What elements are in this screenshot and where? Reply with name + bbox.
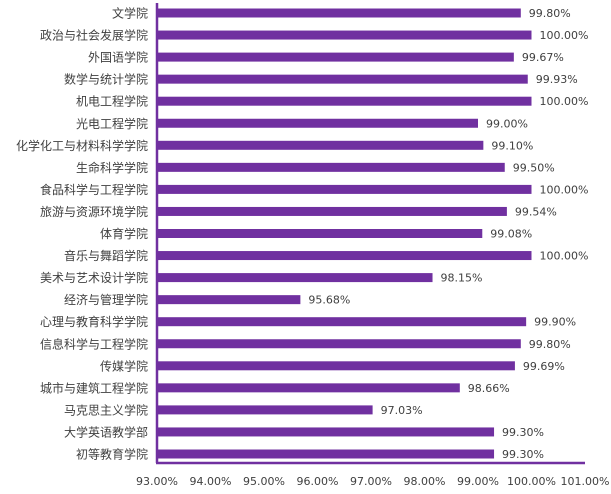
category-label: 食品科学与工程学院 bbox=[40, 182, 148, 197]
category-label: 美术与艺术设计学院 bbox=[40, 270, 148, 285]
category-label: 政治与社会发展学院 bbox=[40, 28, 148, 43]
category-label: 经济与管理学院 bbox=[64, 292, 148, 307]
x-tick-label: 93.00% bbox=[136, 475, 178, 488]
bar bbox=[157, 30, 532, 40]
bar bbox=[157, 251, 532, 261]
bar bbox=[157, 449, 495, 459]
category-label: 初等教育学院 bbox=[76, 447, 148, 462]
bar bbox=[157, 339, 521, 349]
bar bbox=[157, 229, 483, 238]
data-label: 99.67% bbox=[522, 51, 564, 64]
category-label: 数学与统计学院 bbox=[64, 72, 148, 87]
data-label: 100.00% bbox=[540, 183, 589, 196]
data-label: 99.69% bbox=[523, 360, 565, 373]
bar bbox=[157, 96, 532, 106]
bar bbox=[157, 273, 433, 283]
category-label: 大学英语教学部 bbox=[64, 424, 148, 439]
category-label: 马克思主义学院 bbox=[64, 402, 148, 417]
category-label: 机电工程学院 bbox=[76, 94, 148, 109]
data-label: 99.30% bbox=[502, 448, 544, 461]
bar bbox=[157, 74, 528, 84]
data-label: 99.80% bbox=[529, 338, 571, 351]
bar bbox=[157, 405, 373, 415]
category-label: 体育学院 bbox=[100, 226, 148, 241]
category-label: 城市与建筑工程学院 bbox=[40, 380, 148, 395]
bar bbox=[157, 184, 532, 194]
data-label: 99.00% bbox=[486, 117, 528, 130]
data-label: 100.00% bbox=[540, 250, 589, 263]
data-label: 100.00% bbox=[540, 29, 589, 42]
bar bbox=[157, 361, 515, 371]
bar bbox=[157, 118, 478, 128]
data-label: 99.50% bbox=[513, 161, 555, 174]
category-label: 光电工程学院 bbox=[76, 116, 148, 131]
category-label: 生命科学学院 bbox=[76, 160, 148, 175]
category-label: 化学化工与材料科学学院 bbox=[16, 138, 148, 153]
x-tick-label: 96.00% bbox=[297, 475, 339, 488]
bar bbox=[157, 52, 514, 62]
data-label: 97.03% bbox=[381, 404, 423, 417]
data-label: 99.54% bbox=[515, 205, 557, 218]
data-label: 99.30% bbox=[502, 426, 544, 439]
bar bbox=[157, 295, 301, 305]
data-label: 99.08% bbox=[490, 228, 532, 241]
bar bbox=[157, 206, 507, 216]
data-label: 99.80% bbox=[529, 7, 571, 20]
data-label: 98.15% bbox=[441, 272, 483, 285]
category-label: 文学院 bbox=[112, 6, 148, 21]
x-tick-label: 95.00% bbox=[243, 475, 285, 488]
bar bbox=[157, 8, 521, 18]
category-label: 旅游与资源环境学院 bbox=[40, 204, 148, 219]
bar bbox=[157, 317, 527, 327]
category-label: 传媒学院 bbox=[100, 358, 148, 373]
x-tick-label: 94.00% bbox=[190, 475, 232, 488]
bar bbox=[157, 140, 484, 150]
bar bbox=[157, 383, 460, 393]
x-tick-label: 100.00% bbox=[507, 475, 556, 488]
data-label: 100.00% bbox=[540, 95, 589, 108]
category-label: 心理与教育科学学院 bbox=[40, 314, 148, 329]
data-label: 95.68% bbox=[308, 294, 350, 307]
bar bbox=[157, 162, 505, 172]
data-label: 99.10% bbox=[491, 139, 533, 152]
data-label: 98.66% bbox=[468, 382, 510, 395]
data-label: 99.93% bbox=[536, 73, 578, 86]
category-label: 音乐与舞蹈学院 bbox=[64, 248, 148, 263]
data-label: 99.90% bbox=[534, 316, 576, 329]
x-tick-label: 98.00% bbox=[404, 475, 446, 488]
category-label: 外国语学院 bbox=[88, 50, 148, 65]
category-label: 信息科学与工程学院 bbox=[40, 336, 148, 351]
x-tick-label: 99.00% bbox=[457, 475, 499, 488]
bar bbox=[157, 427, 495, 437]
x-tick-label: 101.00% bbox=[561, 475, 610, 488]
x-tick-label: 97.00% bbox=[350, 475, 392, 488]
